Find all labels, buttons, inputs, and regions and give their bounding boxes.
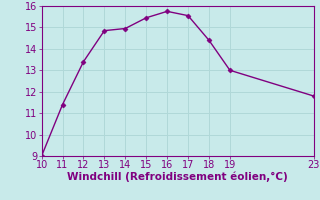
X-axis label: Windchill (Refroidissement éolien,°C): Windchill (Refroidissement éolien,°C) [67, 172, 288, 182]
